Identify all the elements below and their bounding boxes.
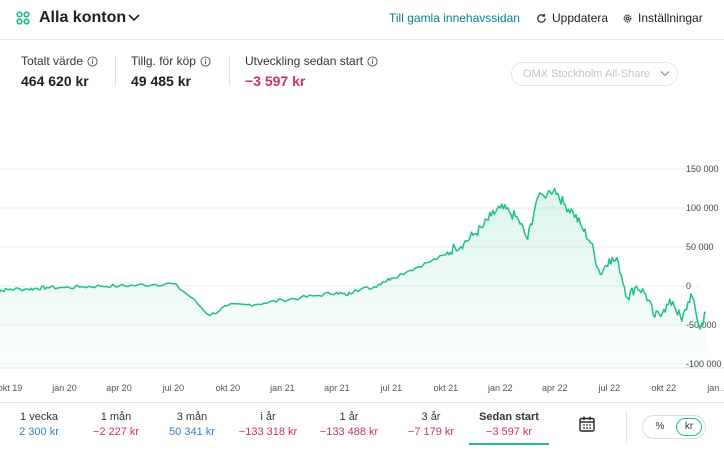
stat-total-value: Totalt värde 464 620 kr [21, 54, 98, 89]
chart-x-tick-label: jan ... [706, 383, 724, 393]
chart-x-tick-label: jan 22 [487, 383, 513, 393]
period-bar: 1 vecka 2 300 kr 1 mån −2 227 kr 3 mån 50 341… [0, 402, 724, 450]
period-tab[interactable]: 3 mån 50 341 kr [154, 410, 230, 440]
info-icon[interactable] [200, 55, 211, 67]
chart-x-tick-label: okt 20 [216, 383, 241, 393]
chart-value-line [0, 187, 707, 330]
stat-divider [115, 56, 116, 86]
toggle-kr-button[interactable]: kr [676, 418, 702, 436]
chart-x-tick-label: jan 21 [269, 383, 295, 393]
development-label: Utveckling sedan start [245, 54, 364, 68]
period-tab-label: i år [260, 411, 276, 423]
header: Alla konton Till gamla innehavssidan Upp… [0, 0, 724, 40]
available-label: Tillg. för köp [131, 54, 196, 68]
stat-available: Tillg. för köp 49 485 kr [131, 54, 211, 89]
period-tab[interactable]: Sedan start −3 597 kr [469, 410, 549, 445]
period-tab[interactable]: 1 vecka 2 300 kr [1, 410, 77, 440]
info-icon[interactable] [367, 55, 378, 67]
bottom-divider [626, 411, 627, 443]
chart-y-tick-label: 150 000 [686, 164, 719, 174]
chart-y-tick-label: 0 [686, 281, 691, 291]
gear-icon [623, 14, 632, 22]
calendar-icon[interactable] [578, 415, 596, 433]
period-tab[interactable]: 3 år −7 179 kr [393, 410, 469, 440]
chart-x-tick-label: jul 22 [598, 383, 621, 393]
chart-y-tick-label: 100 000 [686, 203, 719, 213]
chart-x-tick-label: okt 21 [434, 383, 459, 393]
period-tab[interactable]: i år −133 318 kr [230, 410, 306, 440]
period-tab-label: Sedan start [479, 411, 539, 423]
period-tab-value: −133 488 kr [319, 426, 379, 438]
stat-divider [229, 56, 230, 86]
chevron-down-icon[interactable] [128, 13, 140, 23]
refresh-label: Uppdatera [552, 11, 609, 25]
chart-x-tick-label: jan 20 [51, 383, 77, 393]
stat-development: Utveckling sedan start −3 597 kr [245, 54, 378, 89]
settings-label: Inställningar [638, 11, 703, 25]
settings-button[interactable]: Inställningar [622, 11, 703, 25]
toggle-percent-button[interactable]: % [655, 421, 665, 432]
accounts-grid-icon[interactable] [16, 11, 30, 25]
period-tab-value: −2 227 kr [92, 426, 140, 438]
period-tab[interactable]: 1 mån −2 227 kr [78, 410, 154, 440]
account-selector-title[interactable]: Alla konton [39, 9, 127, 26]
refresh-icon [537, 13, 546, 23]
unit-toggle[interactable]: % kr [642, 415, 706, 439]
period-tab-label: 3 år [421, 411, 441, 423]
chevron-down-icon [660, 71, 670, 77]
period-tab-value: −3 597 kr [485, 426, 533, 438]
chart-x-tick-label: jul 20 [162, 383, 185, 393]
info-icon[interactable] [87, 55, 98, 67]
refresh-button[interactable]: Uppdatera [536, 11, 608, 25]
period-tab-label: 1 år [339, 411, 359, 423]
period-tab-value: −7 179 kr [407, 426, 455, 438]
development-value: −3 597 kr [245, 73, 306, 89]
total-value-label: Totalt värde [21, 54, 84, 68]
compare-index-placeholder: OMX Stockholm All-Share [523, 68, 651, 80]
chart-y-tick-label: 50 000 [686, 242, 714, 252]
period-tab-value: 50 341 kr [169, 426, 215, 438]
period-tab-label: 3 mån [176, 411, 208, 423]
chart-x-tick-label: okt 22 [651, 383, 676, 393]
available-value: 49 485 kr [131, 73, 191, 89]
chart-area-fill [0, 188, 706, 368]
chart-x-tick-label: apr 21 [324, 383, 350, 393]
chart-x-tick-label: okt 19 [0, 383, 22, 393]
chart-x-tick-label: jul 21 [380, 383, 403, 393]
compare-index-select[interactable]: OMX Stockholm All-Share [511, 62, 678, 86]
old-holdings-link[interactable]: Till gamla innehavssidan [389, 11, 520, 25]
period-tab[interactable]: 1 år −133 488 kr [311, 410, 387, 440]
period-tab-label: 1 vecka [20, 411, 58, 423]
period-tab-label: 1 mån [100, 411, 132, 423]
chart-x-tick-label: apr 20 [106, 383, 132, 393]
period-tab-value: −133 318 kr [238, 426, 298, 438]
total-value: 464 620 kr [21, 73, 89, 89]
period-tab-value: 2 300 kr [19, 426, 59, 438]
chart-x-tick-label: apr 22 [542, 383, 568, 393]
